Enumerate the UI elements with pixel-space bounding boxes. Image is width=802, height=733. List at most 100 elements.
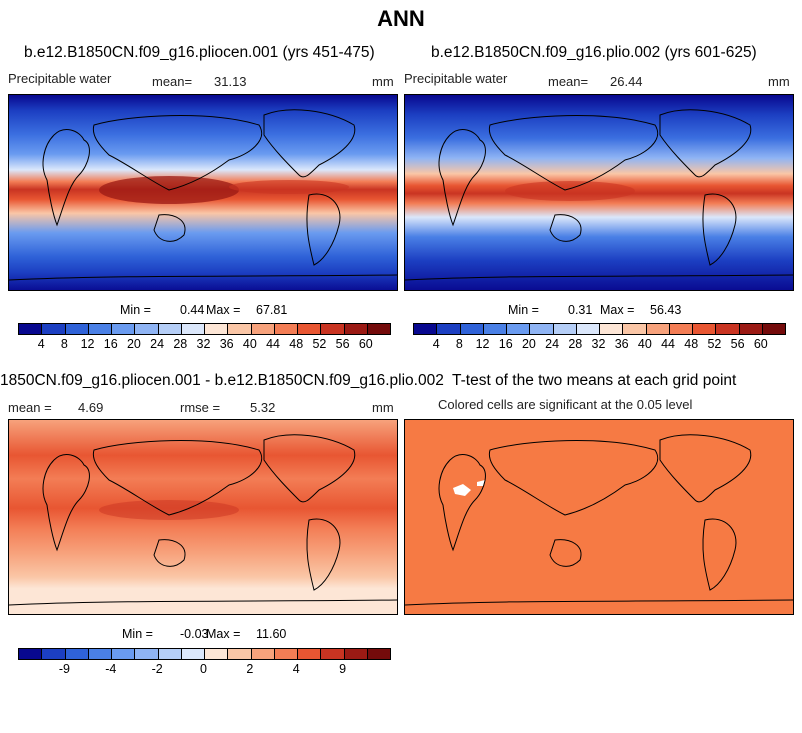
mean-value-bottom-left: 4.69 (78, 400, 104, 415)
map-control-run (8, 94, 398, 291)
colorbar-tick-label: 52 (707, 337, 722, 351)
colorbar-tick-label: -4 (105, 662, 117, 676)
subtitle-bottom-right: Colored cells are significant at the 0.0… (438, 397, 693, 412)
colorbar-tick-label: 12 (475, 337, 490, 351)
colorbar-swatch (112, 649, 136, 659)
colorbar-tick-label: 12 (80, 337, 95, 351)
colorbar-tick-label: 24 (150, 337, 165, 351)
colorbar-tick-label: -9 (58, 662, 70, 676)
colorbar-swatch (65, 649, 89, 659)
colorbar-tick-label: 56 (335, 337, 350, 351)
min-label-bottom-left: Min = (122, 627, 153, 641)
colorbar-swatch (321, 324, 345, 334)
ttest-fill (405, 420, 793, 614)
colorbar-swatch (181, 324, 205, 334)
colorbar-swatch (437, 324, 461, 334)
colorbar-tick-label: 0 (200, 662, 207, 676)
non-significant-cell (477, 480, 485, 486)
colorbar-tick-label: 9 (339, 662, 347, 676)
mean-label-bottom-left: mean = (8, 400, 52, 415)
max-label-top-right: Max = (600, 303, 635, 317)
colorbar-swatch (344, 324, 368, 334)
map-difference (8, 419, 398, 615)
colorbar-swatch (739, 324, 763, 334)
colorbar-swatch (367, 649, 390, 659)
colorbar-swatch (19, 324, 43, 334)
colorbar-swatch (298, 324, 322, 334)
colorbar-swatch (112, 324, 136, 334)
colorbar-swatch (19, 649, 43, 659)
colorbar-swatch (483, 324, 507, 334)
min-label-top-right: Min = (508, 303, 539, 317)
colorbar-swatch (158, 324, 182, 334)
units-top-left: mm (372, 74, 394, 89)
colorbar-swatch (181, 649, 205, 659)
colorbar-swatch (274, 649, 298, 659)
colorbar-tick-label: 40 (637, 337, 652, 351)
variable-label-top-left: Precipitable water (8, 71, 112, 86)
mean-label-top-right: mean= (548, 74, 589, 89)
colorbar-tick-label: 8 (455, 337, 463, 351)
min-value-top-right: 0.31 (568, 303, 593, 317)
colorbar-swatch (367, 324, 390, 334)
map-experiment-run (404, 94, 794, 291)
colorbar-tick-label: 32 (591, 337, 606, 351)
colorbar-tick-label: 16 (498, 337, 513, 351)
colorbar-swatch (228, 649, 252, 659)
colorbar-tick-label: 52 (312, 337, 327, 351)
colorbar-bottom-left (18, 648, 391, 660)
max-value-top-left: 67.81 (256, 303, 288, 317)
colorbar-top-right (413, 323, 786, 335)
panel-title-bottom-right: T-test of the two means at each grid poi… (452, 372, 737, 389)
colorbar-swatch (344, 649, 368, 659)
colorbar-tick-label: 32 (196, 337, 211, 351)
colorbar-tick-label: 48 (684, 337, 699, 351)
colorbar-tick-label: 4 (292, 662, 300, 676)
non-significant-cell (453, 484, 471, 496)
min-label-top-left: Min = (120, 303, 151, 317)
colorbar-swatch (42, 324, 66, 334)
colorbar-swatch (321, 649, 345, 659)
colorbar-swatch (693, 324, 717, 334)
colorbar-tick-label: 56 (730, 337, 745, 351)
colorbar-tick-label: 36 (219, 337, 234, 351)
colorbar-swatch (251, 324, 275, 334)
max-label-top-left: Max = (206, 303, 241, 317)
colorbar-tick-label: 4 (37, 337, 45, 351)
colorbar-swatch (762, 324, 785, 334)
rmse-label-bottom-left: rmse = (180, 400, 221, 415)
colorbar-swatch (507, 324, 531, 334)
colorbar-swatch (600, 324, 624, 334)
mean-value-top-right: 26.44 (610, 74, 643, 89)
colorbar-tick-label: 28 (173, 337, 188, 351)
colorbar-swatch (576, 324, 600, 334)
colorbar-tick-label: 48 (289, 337, 304, 351)
colorbar-swatch (669, 324, 693, 334)
map-ttest (404, 419, 794, 615)
colorbar-swatch (716, 324, 740, 334)
colorbar-swatch (414, 324, 438, 334)
colorbar-swatch (460, 324, 484, 334)
mean-value-top-left: 31.13 (214, 74, 247, 89)
colorbar-swatch (88, 649, 112, 659)
colorbar-tick-label: 24 (545, 337, 560, 351)
figure-title: ANN (377, 6, 425, 31)
colorbar-swatch (205, 324, 229, 334)
colorbar-swatch (530, 324, 554, 334)
colorbar-swatch (205, 649, 229, 659)
colorbar-tick-label: 60 (358, 337, 373, 351)
colorbar-swatch (65, 324, 89, 334)
colorbar-swatch (623, 324, 647, 334)
colorbar-tick-label: 60 (753, 337, 768, 351)
colorbar-swatch (298, 649, 322, 659)
panel-title-top-left: b.e12.B1850CN.f09_g16.pliocen.001 (yrs 4… (24, 44, 375, 61)
colorbar-swatch (228, 324, 252, 334)
colorbar-tick-label: 44 (661, 337, 676, 351)
colorbar-tick-label: 20 (126, 337, 141, 351)
colorbar-swatch (251, 649, 275, 659)
colorbar-swatch (42, 649, 66, 659)
colorbar-tick-label: 40 (242, 337, 257, 351)
units-bottom-left: mm (372, 400, 394, 415)
max-label-bottom-left: Max = (206, 627, 241, 641)
panel-title-top-right: b.e12.B1850CN.f09_g16.plio.002 (yrs 601-… (431, 44, 757, 61)
